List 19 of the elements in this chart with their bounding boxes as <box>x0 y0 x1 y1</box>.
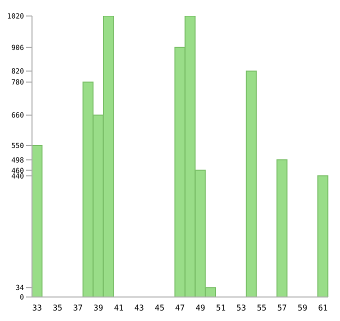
x-tick-label: 39 <box>94 304 104 313</box>
x-tick-label: 51 <box>216 304 226 313</box>
x-tick-label: 47 <box>175 304 185 313</box>
bar <box>246 70 257 297</box>
x-tick-label: 45 <box>154 304 165 313</box>
x-tick-label: 35 <box>52 304 63 313</box>
x-tick-label: 55 <box>256 304 267 313</box>
bar <box>32 144 42 297</box>
bar <box>276 159 288 297</box>
x-tick-label: 33 <box>32 304 42 313</box>
x-tick-label: 61 <box>318 304 328 313</box>
x-tick-label: 43 <box>134 304 144 313</box>
x-tick-label: 57 <box>277 304 288 313</box>
x-tick-label: 53 <box>236 304 246 313</box>
x-tick-label: 59 <box>298 304 308 313</box>
x-tick-label: 37 <box>73 304 83 313</box>
bar <box>317 175 328 297</box>
x-tick-label: 49 <box>196 304 206 313</box>
x-tick-label: 41 <box>114 304 124 313</box>
